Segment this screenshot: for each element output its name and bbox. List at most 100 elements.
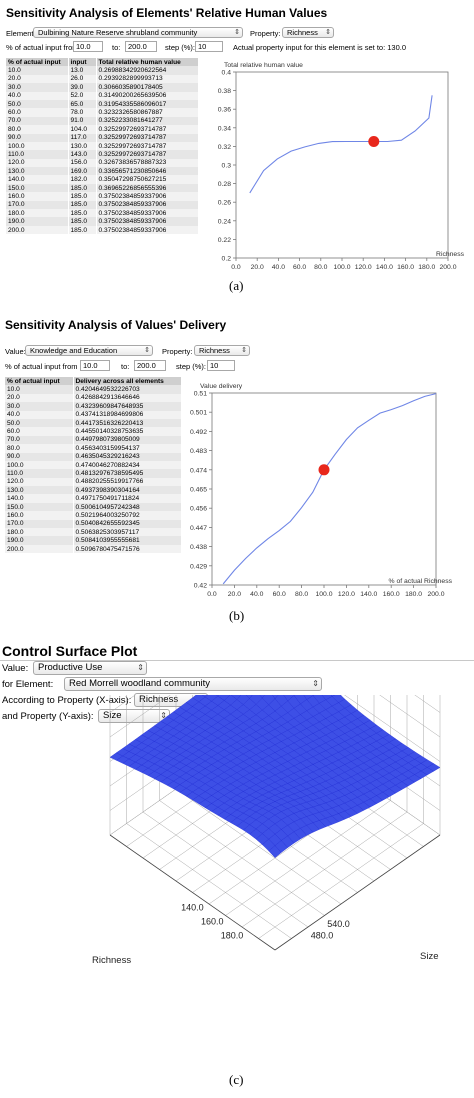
y-tick-label: 0.24 [218,218,231,225]
value-select[interactable]: Knowledge and Education ⇕ [25,345,153,356]
table-cell: 0.4740046270882434 [73,460,182,470]
xaxis-label: According to Property (X-axis): [2,695,132,706]
table-cell: 190.0 [6,217,69,226]
surface-cell [204,695,219,702]
table-cell: 0.5084103955555681 [73,536,182,545]
surface-cell [262,695,276,706]
table-row[interactable]: 70.0 91.0 0.3252233081641277 [6,116,199,126]
from-input[interactable]: 10.0 [73,41,103,52]
y-tick-label: 0.22 [218,237,231,244]
table-row[interactable]: 30.0 39.0 0.3066035890178405 [6,83,199,92]
series-line [249,95,433,194]
axis-edge [109,834,276,951]
table-row[interactable]: 70.0 0.4497980739805009 [5,435,182,445]
value-select[interactable]: Productive Use ⇕ [33,661,147,675]
table-row[interactable]: 20.0 26.0 0.2939282899993713 [6,74,199,84]
table-row[interactable]: 110.0 0.48132976738595495 [5,469,182,478]
table-row[interactable]: 190.0 0.5084103955555681 [5,536,182,545]
x-tick-label: 80.0 [314,264,327,271]
surface-cell [236,695,250,705]
table-row[interactable]: 190.0 185.0 0.37502384859337906 [6,217,199,226]
table-row[interactable]: 20.0 0.4268842913646646 [5,393,182,403]
to-label: to: [112,43,121,52]
size-tick-label: 480.0 [311,930,334,940]
x-tick-label: 20.0 [251,264,264,271]
table-row[interactable]: 140.0 182.0 0.35047298750627215 [6,175,199,184]
table-row[interactable]: 80.0 104.0 0.32529972693714787 [6,125,199,134]
table-row[interactable]: 60.0 0.44550140328753635 [5,427,182,436]
table-cell: 0.32529972693714787 [96,125,199,134]
control-surface-plot[interactable]: Productive Use0.90.80.70.60.50.4180.0160… [90,695,474,1075]
table-row[interactable]: 10.0 13.0 0.26988342920622564 [6,66,199,75]
col-header[interactable]: % of actual input [6,58,69,67]
table-row[interactable]: 60.0 78.0 0.3232326580867887 [6,108,199,117]
table-row[interactable]: 180.0 0.5063825303957117 [5,528,182,537]
table-row[interactable]: 100.0 130.0 0.32529972693714787 [6,141,199,151]
col-header[interactable]: Delivery across all elements [73,377,182,386]
table-row[interactable]: 140.0 0.4971750491711824 [5,494,182,503]
table-cell: 80.0 [6,125,69,134]
table-row[interactable]: 120.0 156.0 0.32673836578887323 [6,158,199,168]
table-cell: 70.0 [5,435,74,445]
step-input[interactable]: 10 [195,41,223,52]
table-cell: 78.0 [68,108,97,117]
chevron-updown-icon: ⇕ [160,711,167,720]
table-row[interactable]: 100.0 0.4740046270882434 [5,460,182,470]
table-row[interactable]: 110.0 143.0 0.32529972693714787 [6,150,199,159]
table-row[interactable]: 130.0 169.0 0.33656571230850646 [6,167,199,176]
from-input[interactable]: 10.0 [80,360,110,371]
table-row[interactable]: 40.0 0.43741318984699806 [5,410,182,419]
table-cell: 0.44173516326220413 [73,418,182,428]
element-select[interactable]: Dulbining Nature Reserve shrubland commu… [33,27,243,38]
table-row[interactable]: 90.0 0.4635045329216243 [5,452,182,461]
surface-cell [321,695,333,700]
y-tick-label: 0.501 [190,410,207,417]
table-cell: 0.48132976738595495 [73,469,182,478]
table-row[interactable]: 200.0 0.5096780475471576 [5,544,182,554]
series-line [222,393,437,585]
col-header[interactable]: % of actual input [5,377,74,386]
table-cell: 60.0 [6,108,69,117]
table-row[interactable]: 130.0 0.4937398390304164 [5,486,182,495]
table-row[interactable]: 180.0 185.0 0.37502384859337906 [6,209,199,218]
element-select[interactable]: Red Morrell woodland community ⇕ [64,677,322,691]
table-row[interactable]: 120.0 0.48820255519917766 [5,477,182,487]
table-row[interactable]: 50.0 65.0 0.31954335586096017 [6,99,199,109]
x-tick-label: 60.0 [293,264,306,271]
table-row[interactable]: 160.0 185.0 0.37502384859337906 [6,192,199,201]
table-row[interactable]: 170.0 0.5040842655592345 [5,519,182,529]
property-select[interactable]: Richness ⇕ [282,27,334,38]
table-cell: 80.0 [5,444,74,453]
table-row[interactable]: 30.0 0.43239609847648935 [5,402,182,411]
property-select[interactable]: Richness ⇕ [194,345,250,356]
table-row[interactable]: 160.0 0.5021964003250792 [5,511,182,520]
x-tick-label: 140.0 [360,591,377,598]
table-row[interactable]: 150.0 0.5006104957242348 [5,502,182,512]
table-row[interactable]: 10.0 0.4204649532226703 [5,385,182,394]
to-input[interactable]: 200.0 [134,360,166,371]
to-input[interactable]: 200.0 [125,41,157,52]
x-tick-label: 40.0 [272,264,285,271]
table-cell: 0.4204649532226703 [73,385,182,394]
chart-a: 0.2 0.22 0.24 0.26 0.28 0.3 0.32 0.34 0.36 0.38 0.… [218,62,465,271]
from-label: % of actual input from : [5,362,82,371]
table-row[interactable]: 200.0 185.0 0.37502384859337906 [6,225,199,235]
y-tick-label: 0.26 [218,200,231,207]
col-header[interactable]: input [68,58,97,67]
table-row[interactable]: 170.0 185.0 0.37502384859337906 [6,200,199,210]
table-row[interactable]: 40.0 52.0 0.31490200265639506 [6,91,199,100]
yaxis-select[interactable]: Size ⇕ [98,709,170,723]
col-header[interactable]: Total relative human value [96,58,199,67]
richness-tick-label: 140.0 [181,903,204,913]
chevron-updown-icon: ⇕ [137,663,144,672]
step-input[interactable]: 10 [207,360,235,371]
table-row[interactable]: 150.0 185.0 0.36965226856555396 [6,183,199,193]
x-tick-label: 60.0 [273,591,286,598]
table-cell: 185.0 [68,192,97,201]
x-tick-label: 180.0 [418,264,435,271]
table-cell: 0.37502384859337906 [96,200,199,210]
element-label: Element: [6,29,36,38]
table-row[interactable]: 90.0 117.0 0.32529972693714787 [6,133,199,142]
table-row[interactable]: 80.0 0.4563403159954137 [5,444,182,453]
table-row[interactable]: 50.0 0.44173516326220413 [5,418,182,428]
